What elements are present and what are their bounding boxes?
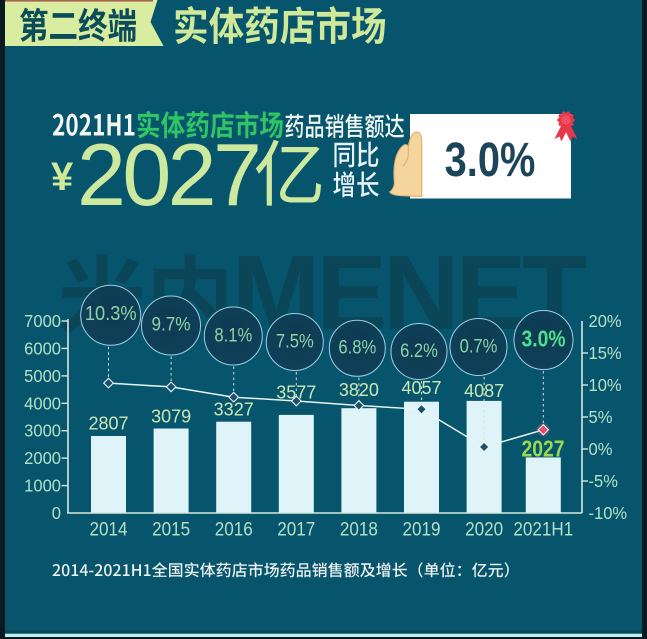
- svg-text:3000: 3000: [24, 420, 61, 441]
- svg-text:2015: 2015: [152, 519, 190, 540]
- svg-text:0%: 0%: [589, 438, 613, 459]
- svg-text:3327: 3327: [214, 400, 254, 420]
- svg-text:7000: 7000: [24, 310, 61, 331]
- svg-text:3079: 3079: [151, 407, 191, 427]
- svg-text:-5%: -5%: [589, 470, 618, 491]
- svg-text:2807: 2807: [88, 414, 128, 434]
- svg-text:3.0%: 3.0%: [521, 327, 565, 352]
- svg-text:2020: 2020: [465, 519, 503, 540]
- svg-text:6000: 6000: [24, 338, 61, 359]
- svg-text:2019: 2019: [402, 519, 440, 540]
- svg-text:2018: 2018: [340, 519, 378, 540]
- svg-text:2017: 2017: [277, 519, 315, 540]
- svg-text:10.3%: 10.3%: [85, 302, 137, 325]
- svg-text:10%: 10%: [589, 374, 622, 395]
- svg-text:2000: 2000: [24, 447, 61, 468]
- svg-text:5000: 5000: [24, 365, 61, 386]
- svg-text:2027: 2027: [522, 437, 565, 462]
- svg-text:4000: 4000: [24, 393, 61, 414]
- svg-text:1000: 1000: [24, 475, 61, 496]
- svg-text:¥: ¥: [51, 155, 74, 199]
- svg-text:4057: 4057: [401, 378, 441, 398]
- svg-text:4087: 4087: [464, 381, 504, 401]
- svg-text:9.7%: 9.7%: [151, 312, 190, 334]
- svg-text:5%: 5%: [589, 406, 613, 427]
- svg-text:8.1%: 8.1%: [214, 324, 252, 345]
- svg-text:0: 0: [52, 502, 61, 523]
- svg-text:2021H1: 2021H1: [513, 519, 573, 540]
- svg-text:0.7%: 0.7%: [460, 336, 498, 357]
- svg-text:2016: 2016: [215, 519, 253, 540]
- svg-text:-10%: -10%: [589, 502, 628, 523]
- svg-text:7.5%: 7.5%: [276, 330, 314, 351]
- svg-text:3.0%: 3.0%: [445, 133, 536, 187]
- svg-text:15%: 15%: [589, 342, 622, 363]
- svg-text:3577: 3577: [276, 383, 316, 403]
- svg-text:6.8%: 6.8%: [338, 336, 376, 357]
- svg-text:6.2%: 6.2%: [400, 340, 438, 361]
- svg-text:2027: 2027: [77, 125, 258, 224]
- svg-text:2014: 2014: [89, 519, 127, 540]
- svg-text:20%: 20%: [589, 310, 622, 331]
- svg-text:3820: 3820: [339, 380, 379, 400]
